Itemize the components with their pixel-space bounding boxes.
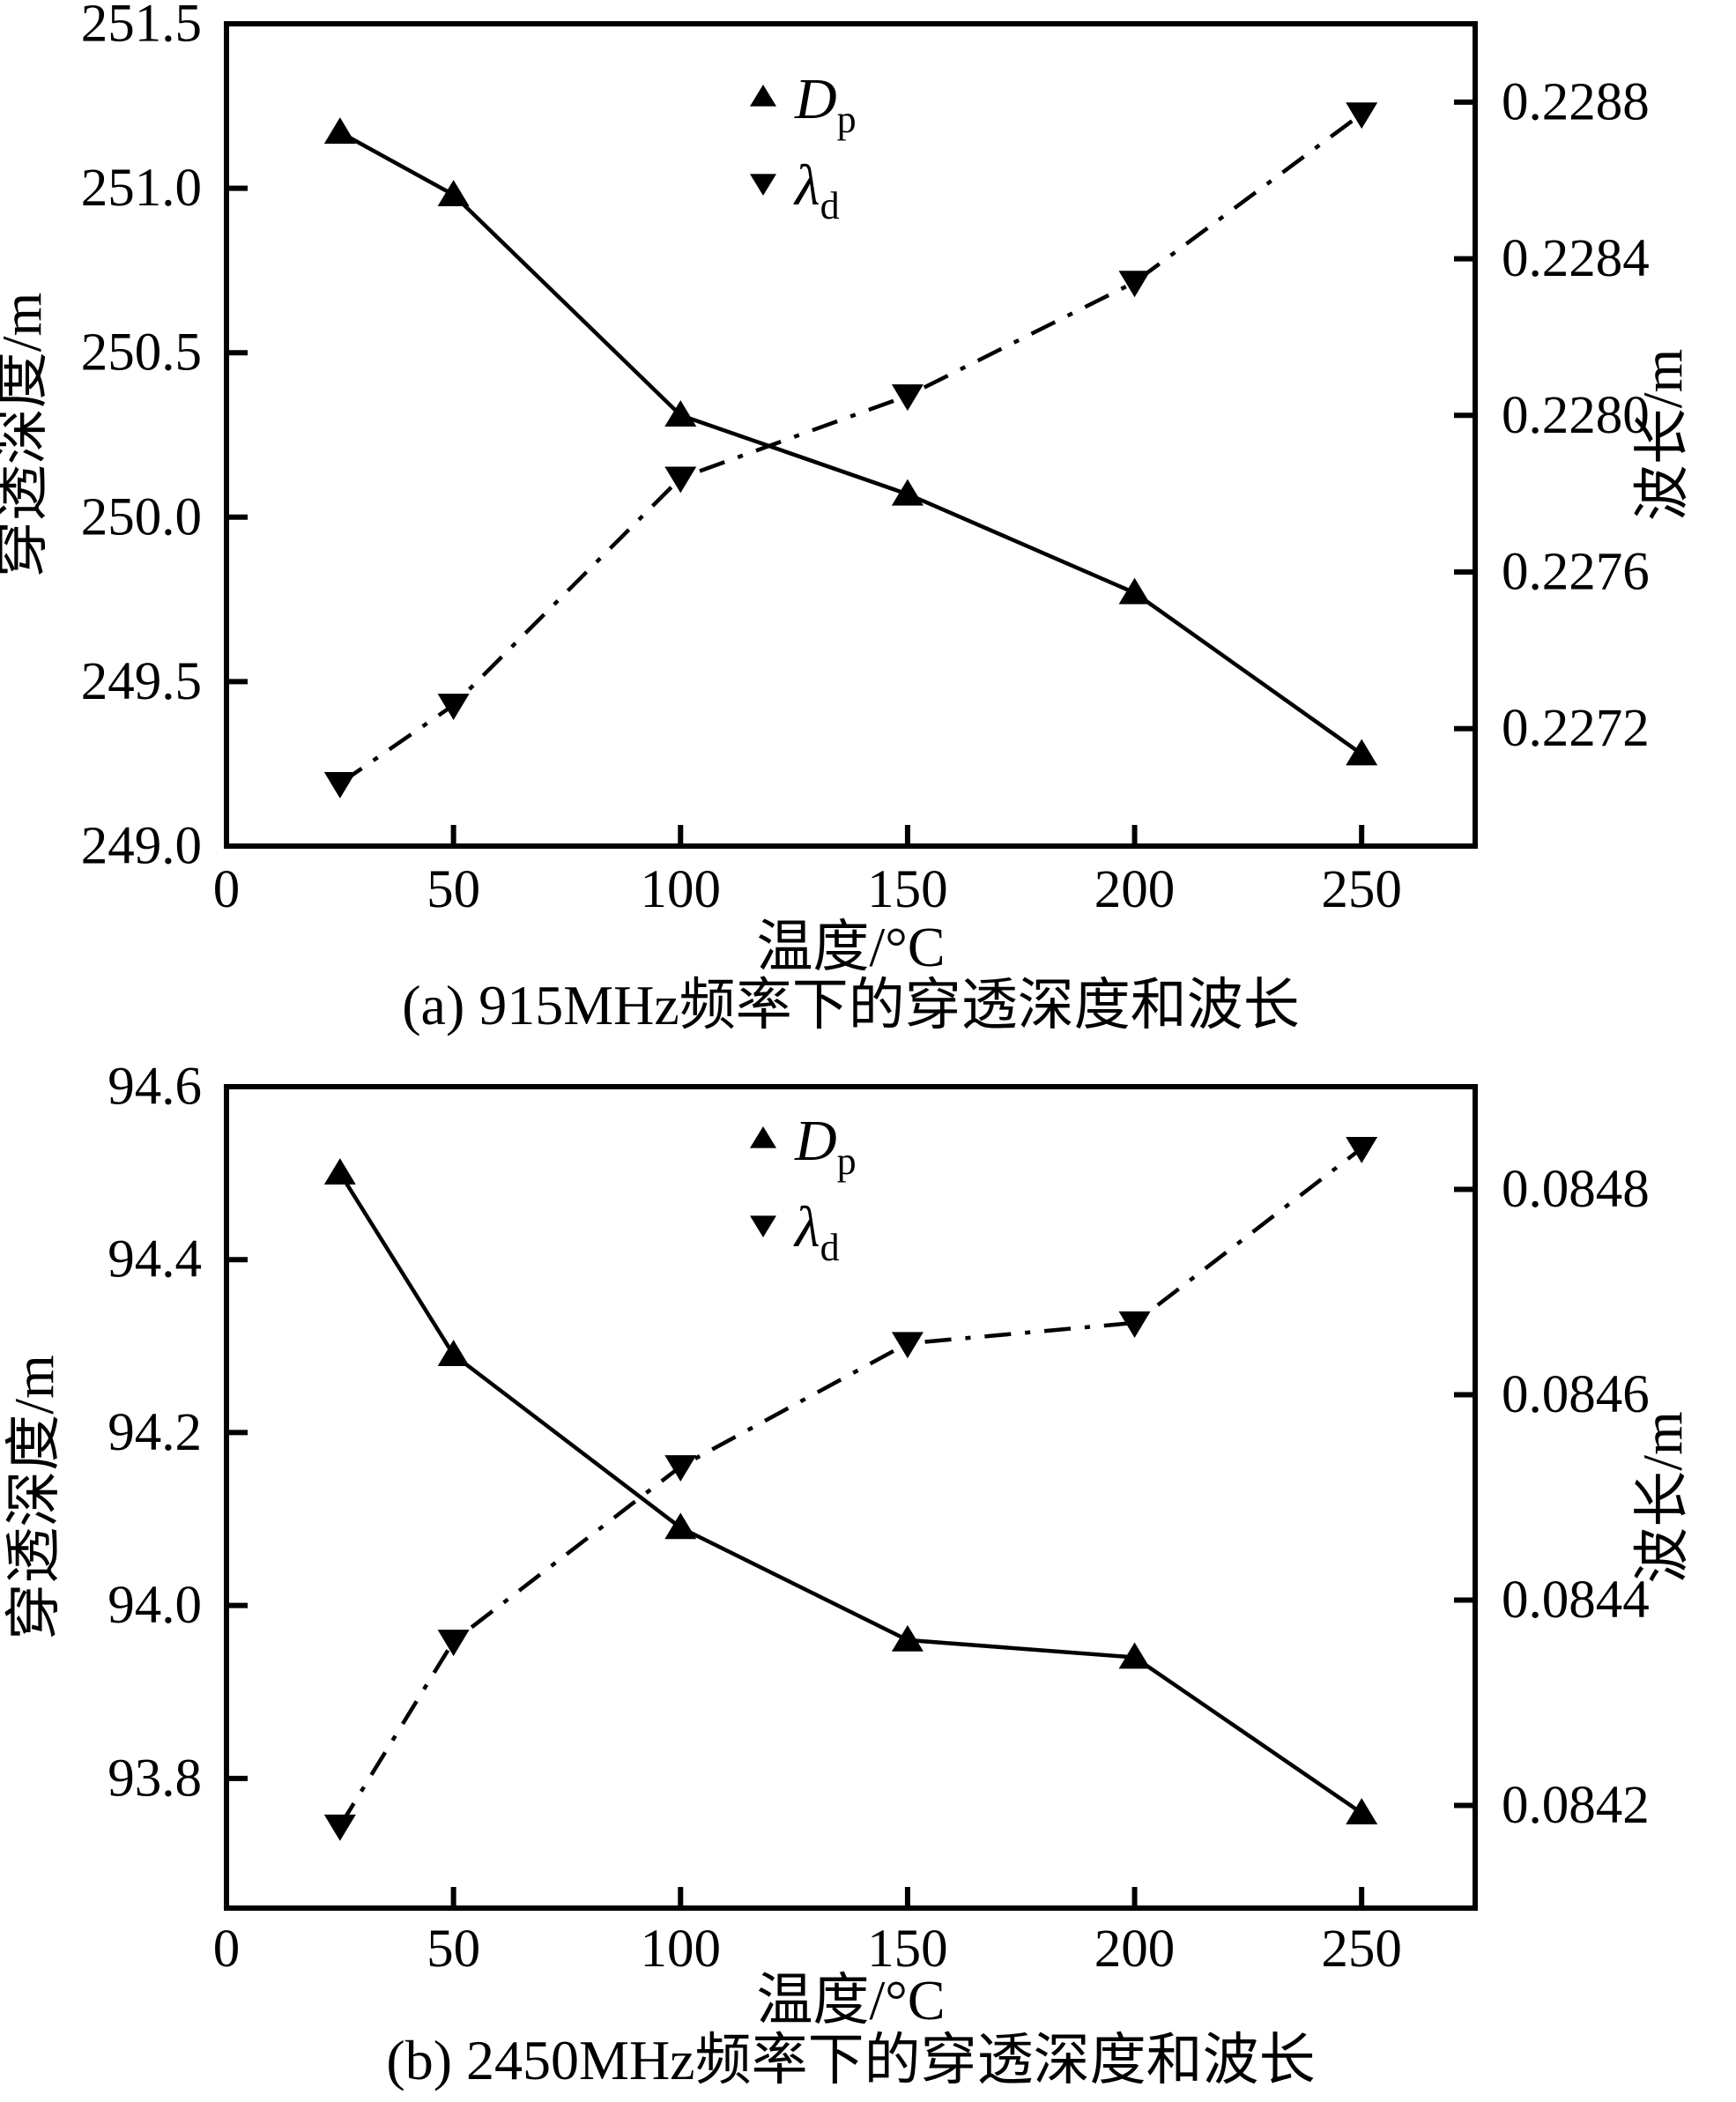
y-right-tick-label: 0.2280: [1502, 386, 1650, 445]
y-left-tick-label: 249.5: [81, 652, 202, 711]
legend-Dp-label: Dp: [794, 1109, 857, 1183]
legend-lambda-d-label: λd: [793, 1195, 840, 1269]
Dp-marker: [437, 180, 470, 206]
y-left-axis-title: 穿透深度/m: [0, 293, 53, 578]
lambda-d-marker: [323, 1814, 356, 1841]
Dp-marker: [891, 479, 924, 506]
lambda-d-marker: [664, 1455, 697, 1482]
Dp-series-line: [338, 1171, 1363, 1815]
x-axis-tick-label: 50: [427, 860, 480, 917]
y-right-tick-label: 0.2272: [1502, 699, 1650, 758]
legend-Dp-subscript: p: [837, 98, 857, 141]
y-right-axis-title: 波长/m: [1631, 349, 1694, 522]
chart-2450mhz-x-axis-title: 温度/°C: [756, 1969, 946, 2031]
Dp-marker: [323, 117, 356, 145]
y-right-tick-label: 0.0842: [1502, 1776, 1650, 1835]
lambda-d-marker: [891, 384, 924, 412]
legend-lambda-d-subscript: d: [820, 184, 840, 227]
lambda-d-series-line: [338, 112, 1363, 785]
legend-lambda-d-subscript: d: [820, 1226, 840, 1269]
chart-915mhz-x-axis-title: 温度/°C: [756, 916, 946, 978]
Dp-series-line: [338, 130, 1363, 756]
x-axis-tick-label: 0: [213, 860, 241, 917]
y-left-tick-label: 249.0: [81, 817, 202, 876]
lambda-d-marker: [1118, 1311, 1151, 1338]
x-axis-tick-label: 200: [1094, 860, 1176, 917]
legend-Dp-subscript: p: [837, 1140, 857, 1183]
lambda-d-marker: [437, 1630, 470, 1657]
Dp-marker: [664, 1512, 697, 1540]
x-axis-tick-label: 0: [213, 1920, 241, 1970]
chart-2450mhz: 0 50 100 150 200 250 93.8 94.0 94.2 94.4 94.6 0.084…: [0, 1044, 1736, 2102]
x-axis-tick-label: 250: [1321, 1920, 1402, 1970]
plot-frame-a: [224, 21, 1478, 849]
y-left-tick-label: 250.5: [81, 323, 202, 383]
y-right-tick-label: 0.0846: [1502, 1365, 1650, 1424]
chart-915mhz-canvas: 0 50 100 150 200 250 249.0 249.5 250.0 250.5 251.0…: [0, 0, 1694, 917]
x-axis-tick-label: 150: [867, 1920, 948, 1970]
y-left-tick-label: 251.0: [81, 159, 202, 218]
y-left-tick-label: 93.8: [108, 1749, 202, 1808]
Dp-marker: [437, 1340, 470, 1367]
y-left-tick-label: 94.4: [108, 1230, 202, 1289]
lambda-d-marker: [664, 466, 697, 494]
y-right-tick-label: 0.0844: [1502, 1571, 1650, 1630]
y-left-tick-label: 251.5: [81, 0, 202, 54]
Dp-marker: [1346, 739, 1378, 766]
y-right-tick-label: 0.0848: [1502, 1160, 1650, 1219]
x-axis-tick-label: 50: [427, 1920, 480, 1970]
legend-lambda-d-marker: [750, 174, 776, 196]
legend-Dp-label: Dp: [794, 67, 857, 141]
Dp-marker: [1118, 577, 1151, 605]
y-right-tick-label: 0.2288: [1502, 72, 1650, 131]
plot-frame-b: [224, 1084, 1478, 1911]
Dp-marker: [664, 400, 697, 427]
y-right-tick-label: 0.2284: [1502, 229, 1650, 288]
lambda-d-marker: [1346, 102, 1378, 130]
lambda-d-marker: [1346, 1136, 1378, 1163]
lambda-d-series-line: [338, 1147, 1363, 1827]
lambda-d-marker: [891, 1332, 924, 1359]
Dp-marker: [1346, 1798, 1378, 1825]
Dp-marker: [323, 1158, 356, 1185]
y-left-tick-label: 94.0: [108, 1576, 202, 1635]
y-left-axis-title: 穿透深度/m: [3, 1355, 65, 1640]
lambda-d-marker: [1118, 271, 1151, 298]
x-axis-tick-label: 200: [1094, 1920, 1176, 1970]
legend-lambda-d-marker: [750, 1215, 776, 1237]
x-axis-tick-label: 100: [641, 1920, 722, 1970]
legend-Dp-marker: [750, 1126, 776, 1148]
y-left-tick-label: 94.6: [108, 1058, 202, 1117]
chart-915mhz-caption: (a) 915MHz频率下的穿透深度和波长: [402, 974, 1300, 1036]
y-right-tick-label: 0.2276: [1502, 543, 1650, 602]
legend-lambda-d-label: λd: [793, 153, 840, 227]
chart-2450mhz-canvas: 0 50 100 150 200 250 93.8 94.0 94.2 94.4 94.6 0.084…: [3, 1058, 1694, 1971]
Dp-marker: [1118, 1642, 1151, 1669]
y-left-tick-label: 250.0: [81, 487, 202, 546]
Dp-marker: [891, 1624, 924, 1652]
y-right-axis-title: 波长/m: [1631, 1411, 1694, 1584]
legend-Dp-marker: [750, 85, 776, 107]
y-left-tick-label: 94.2: [108, 1403, 202, 1462]
x-axis-tick-label: 100: [641, 860, 722, 917]
chart-2450mhz-caption: (b) 2450MHz频率下的穿透深度和波长: [386, 2029, 1316, 2091]
lambda-d-marker: [323, 771, 356, 798]
chart-915mhz: 0 50 100 150 200 250 249.0 249.5 250.0 250.5 251.0…: [0, 0, 1736, 1044]
x-axis-tick-label: 150: [867, 860, 948, 917]
lambda-d-marker: [437, 694, 470, 721]
x-axis-tick-label: 250: [1321, 860, 1402, 917]
